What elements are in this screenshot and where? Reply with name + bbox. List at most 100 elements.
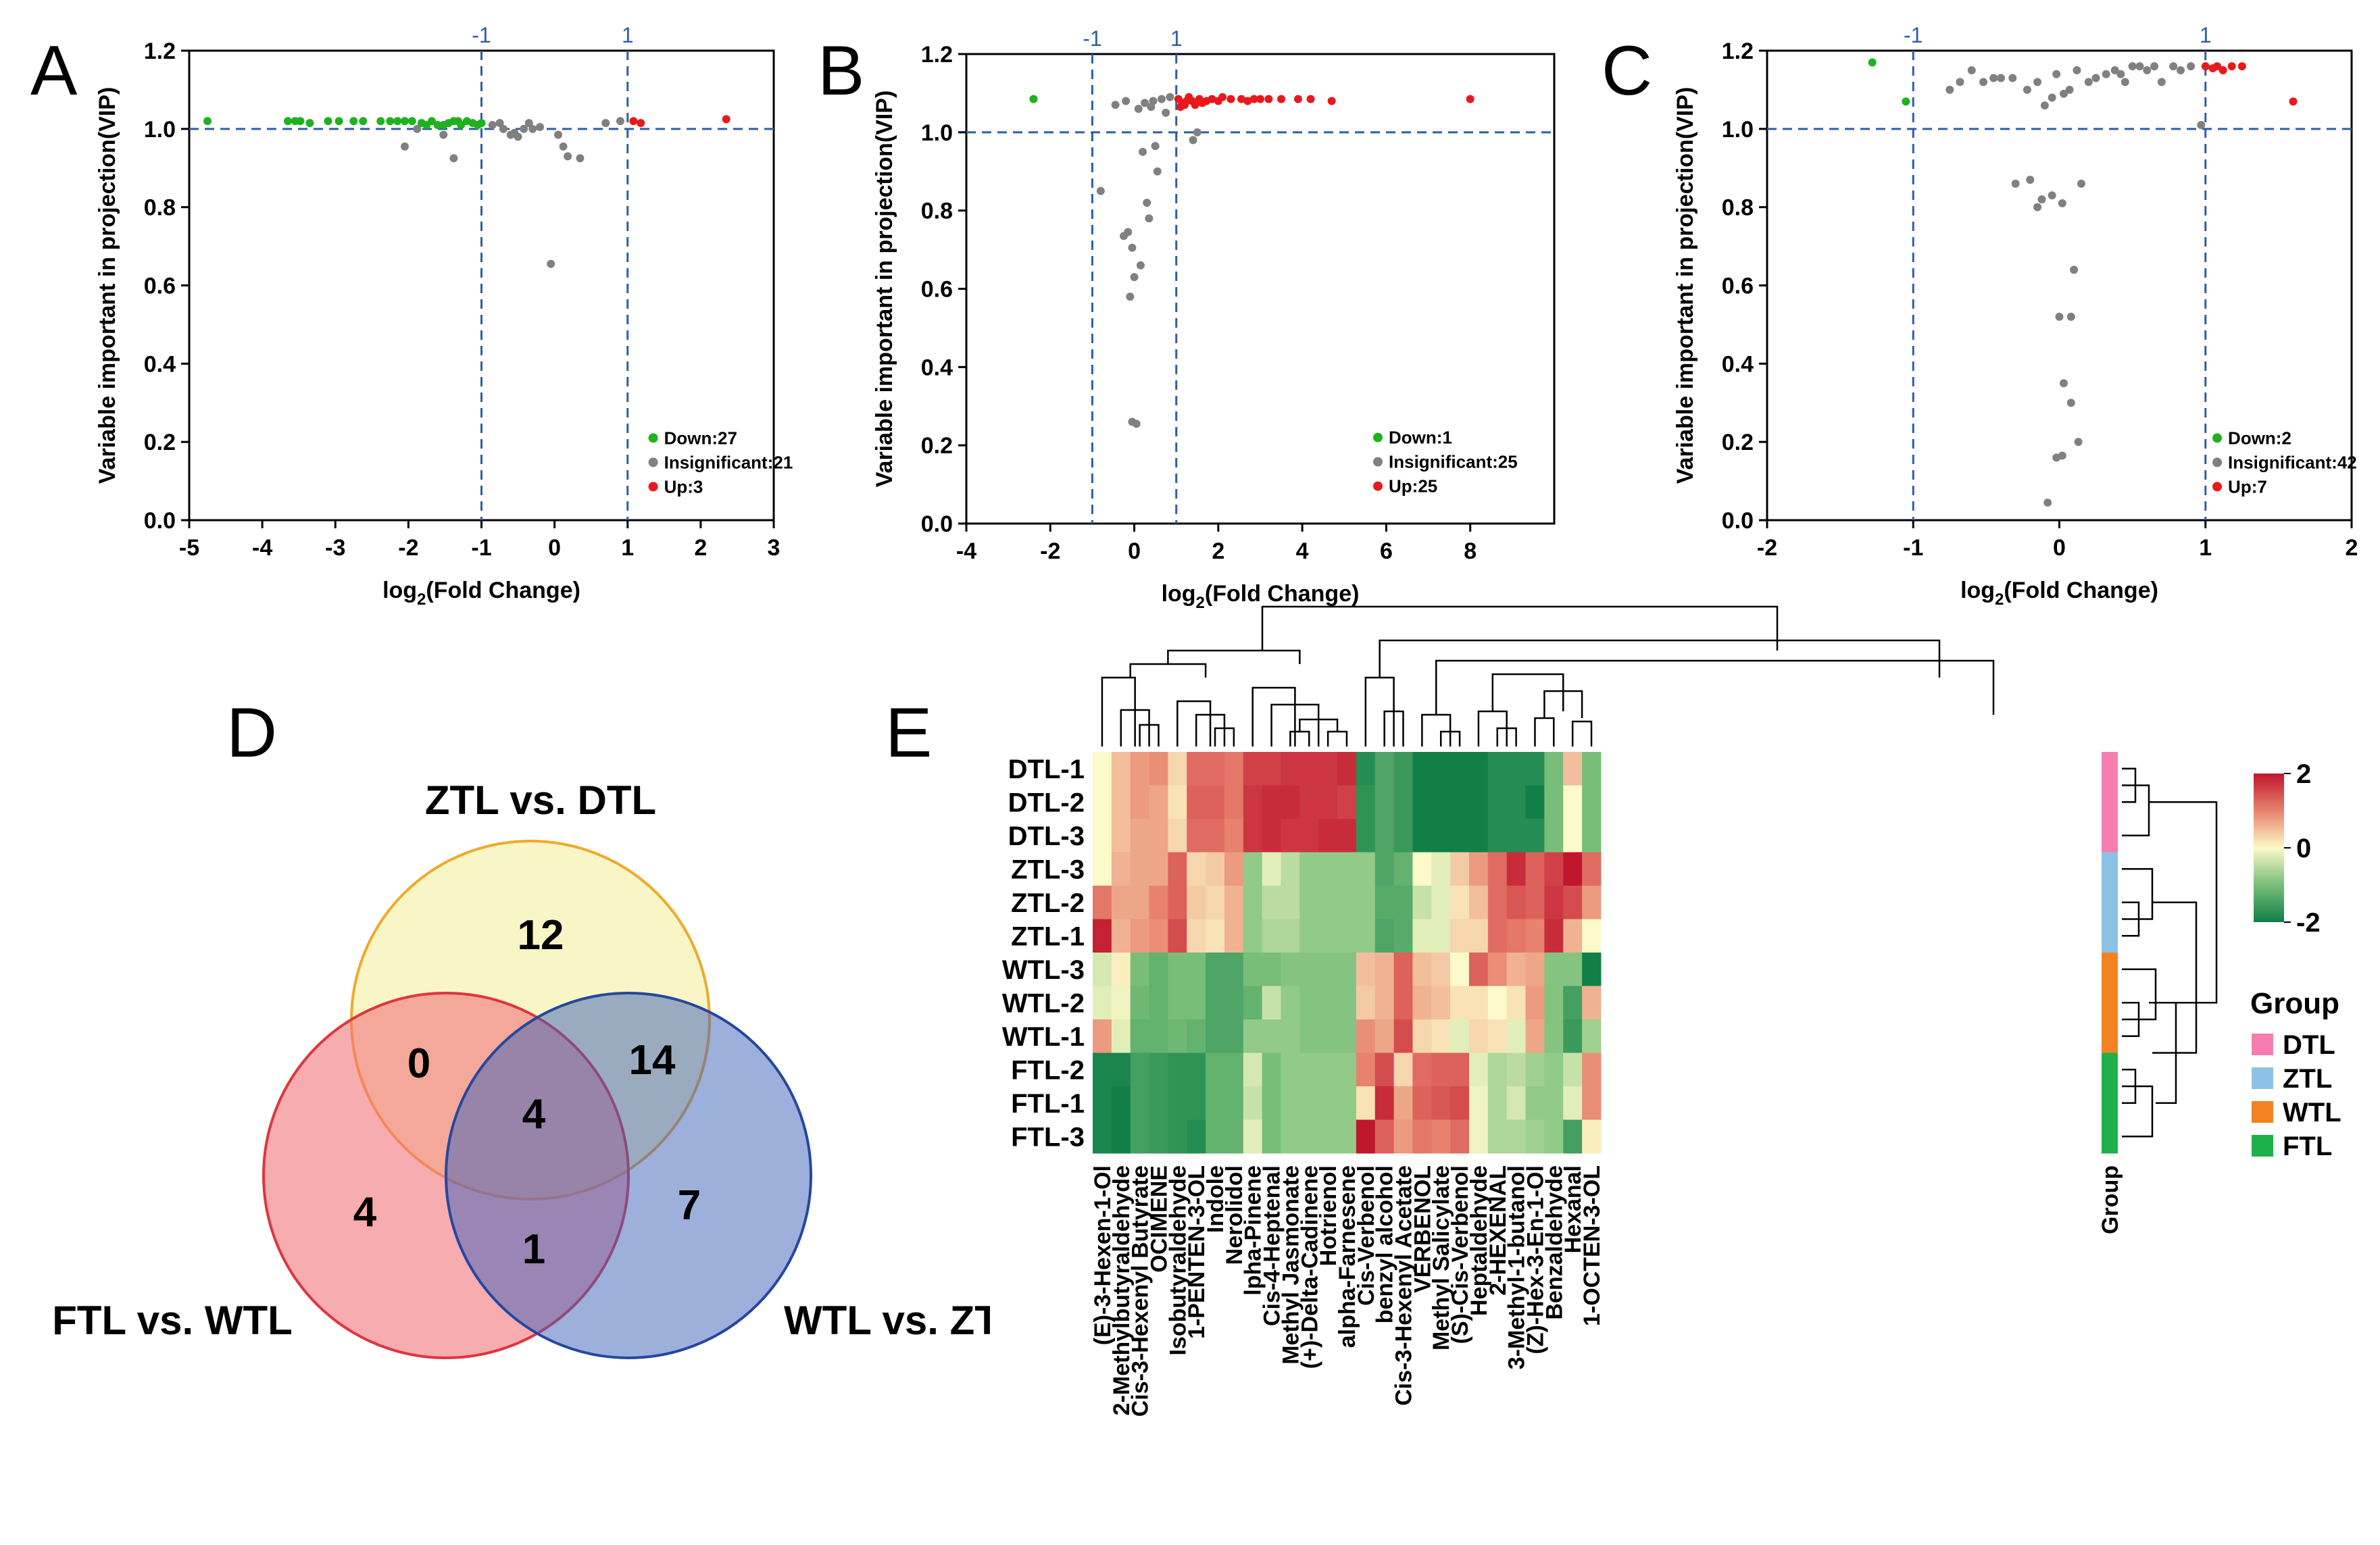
- heatmap-cell: [1393, 919, 1413, 953]
- heatmap-cell: [1450, 752, 1470, 786]
- heatmap-cell: [1168, 886, 1187, 919]
- point-insignificant-c: [2066, 399, 2075, 407]
- heatmap-cell: [1544, 1019, 1564, 1053]
- point-insignificant-b: [1162, 108, 1170, 117]
- heatmap-cell: [1525, 785, 1545, 819]
- dendrogram-branch: [2122, 968, 2157, 1021]
- legend-label-down-c: Down:2: [2228, 428, 2291, 448]
- dendrogram-branch: [1167, 649, 1301, 664]
- heatmap-cell: [1168, 953, 1187, 986]
- heatmap-cell: [1224, 785, 1244, 819]
- column-label: 1-OCTEN-3-OL: [1579, 1165, 1605, 1326]
- heatmap-cell: [1262, 752, 1281, 786]
- point-down-a: [386, 117, 395, 126]
- y-tick-label-b: 0.0: [921, 511, 953, 537]
- heatmap-cell: [1525, 919, 1545, 953]
- row-label: ZTL-1: [1011, 921, 1085, 951]
- heatmap-cell: [1243, 819, 1263, 853]
- heatmap-cell: [1111, 919, 1131, 953]
- point-down-a: [324, 117, 332, 126]
- y-tick-label-a: 1.2: [144, 39, 176, 64]
- heatmap-cell: [1374, 752, 1395, 786]
- heatmap-cell: [1318, 886, 1338, 919]
- heatmap-cell: [1168, 1119, 1187, 1154]
- heatmap-cell: [1187, 852, 1206, 886]
- point-up-c: [2218, 66, 2227, 74]
- heatmap-cell: [1299, 953, 1319, 986]
- heatmap-cell: [1130, 1119, 1150, 1154]
- legend-marker-insignificant-a: [648, 457, 658, 467]
- legend-label-up-a: Up:3: [664, 476, 703, 497]
- group-annotation-cell: [2102, 785, 2118, 819]
- row-label: FTL-1: [1011, 1089, 1085, 1119]
- volcano-plot-c: 0.0 0.2 0.4 0.6 0.8 1.0 1.2 -2 -1 0 1 2 -1 1 Down:2 Ins…: [1672, 23, 2358, 609]
- point-insignificant-c: [2157, 78, 2166, 86]
- heatmap-cell: [1206, 919, 1225, 953]
- heatmap-cell: [1281, 1053, 1300, 1087]
- heatmap-cell: [1111, 785, 1131, 819]
- point-down-a: [433, 121, 442, 130]
- heatmap-cell: [1111, 752, 1131, 786]
- venn-region-zd-wz: 14: [629, 1037, 676, 1084]
- point-insignificant-b: [1124, 228, 1133, 236]
- heatmap-cell: [1582, 1119, 1602, 1154]
- column-label: (S)-Cis-Verbenol: [1447, 1165, 1473, 1344]
- point-up-c: [2237, 62, 2246, 71]
- column-label: lpha-Pinene: [1241, 1165, 1266, 1296]
- heatmap-cell: [1299, 1119, 1319, 1154]
- y-tick-label-c: 1.2: [1722, 39, 1754, 64]
- heatmap-cell: [1318, 852, 1338, 886]
- legend-label-down-a: Down:27: [664, 428, 737, 448]
- column-label: VERBENOL: [1410, 1165, 1435, 1293]
- point-down-a: [349, 117, 358, 126]
- point-insignificant-a: [524, 119, 533, 128]
- dendrogram-branch: [1534, 717, 1555, 746]
- point-up-a: [629, 117, 638, 126]
- heatmap-cell: [1243, 986, 1263, 1020]
- heatmap-cell: [1281, 785, 1300, 819]
- heatmap-cell: [1093, 986, 1112, 1020]
- point-insignificant-c: [2074, 438, 2083, 447]
- heatmap-cell: [1563, 1086, 1583, 1120]
- heatmap-cell: [1412, 1119, 1432, 1154]
- point-insignificant-c: [2043, 498, 2052, 507]
- heatmap-cell: [1356, 752, 1376, 786]
- y-tick-label-b: 0.2: [921, 433, 953, 459]
- heatmap-cell: [1206, 986, 1225, 1020]
- row-label: DTL-1: [1008, 755, 1085, 784]
- heatmap-cell: [1281, 919, 1300, 953]
- legend-marker-up-c: [2212, 482, 2223, 492]
- heatmap-cell: [1431, 886, 1451, 919]
- point-down-a: [203, 117, 212, 126]
- heatmap-cell: [1337, 986, 1357, 1020]
- legend-marker-up-b: [1373, 481, 1383, 491]
- colorbar-tick-label: 2: [2296, 759, 2311, 789]
- heatmap-cell: [1356, 1119, 1376, 1154]
- heatmap-cell: [1393, 852, 1413, 886]
- legend-label-up-b: Up:25: [1389, 476, 1437, 497]
- panel-label-b: B: [818, 32, 864, 110]
- heatmap-cell: [1149, 852, 1168, 886]
- heatmap-cell: [1281, 1019, 1300, 1053]
- heatmap-cell: [1111, 819, 1131, 853]
- point-up-b: [1208, 95, 1216, 103]
- point-insignificant-b: [1149, 97, 1158, 105]
- heatmap-cell: [1450, 986, 1470, 1020]
- column-label: (E)-3-Hexen-1-Ol: [1090, 1165, 1116, 1345]
- point-insignificant-c: [2058, 451, 2066, 460]
- heatmap-cell: [1450, 852, 1470, 886]
- point-insignificant-c: [2187, 62, 2196, 71]
- heatmap-cell: [1262, 1053, 1281, 1087]
- heatmap-cell: [1450, 1053, 1470, 1087]
- heatmap-cell: [1093, 1019, 1112, 1053]
- heatmap-cell: [1299, 1053, 1319, 1087]
- heatmap-cell: [1356, 785, 1376, 819]
- point-insignificant-c: [2037, 195, 2046, 204]
- legend-marker-down-b: [1373, 432, 1383, 442]
- point-insignificant-b: [1132, 420, 1141, 428]
- heatmap-cell: [1168, 752, 1187, 786]
- column-label: Cis-Verbenol: [1354, 1165, 1379, 1306]
- heatmap-cell: [1243, 785, 1263, 819]
- y-tick-label-b: 1.2: [921, 42, 953, 68]
- heatmap-cell: [1130, 752, 1150, 786]
